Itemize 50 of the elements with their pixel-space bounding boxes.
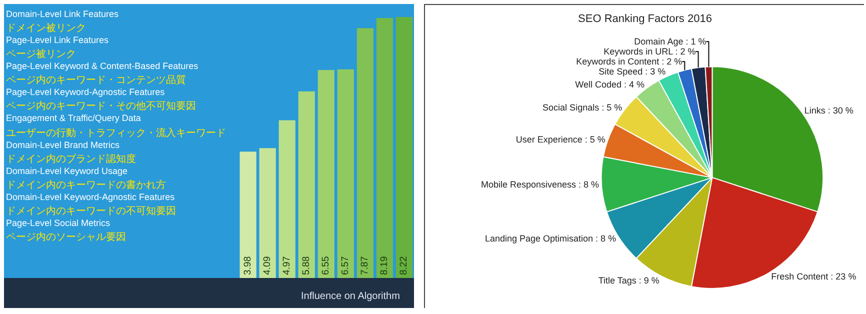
text: ページ内のソーシャル要因	[6, 231, 126, 243]
data-label: 6.55	[320, 256, 332, 275]
bar	[298, 91, 315, 278]
data-label: 6.57	[340, 256, 352, 275]
slice-label: Mobile Responsiveness : 8 %	[480, 180, 600, 190]
slice-label: Title Tags : 9 %	[598, 275, 660, 286]
chart-title: SEO Ranking Factors 2016	[578, 12, 712, 25]
text: Engagement & Traffic/Query Data	[6, 113, 141, 123]
text: Domain-Level Brand Metrics	[6, 140, 120, 150]
bar	[337, 69, 354, 278]
bar	[396, 17, 413, 278]
slice-label: User Experience : 5 %	[516, 134, 606, 144]
text: Page-Level Keyword & Content-Based Features	[6, 61, 199, 71]
data-label: 5.88	[301, 256, 312, 275]
slice-label: Keywords in Content : 2 %	[576, 56, 682, 67]
slice-label: Keywords in URL : 2 %	[604, 46, 696, 57]
slice-label: Social Signals : 5 %	[542, 102, 622, 113]
bar	[356, 28, 374, 278]
text: Domain-Level Link Features	[6, 9, 120, 19]
data-label: 8.22	[398, 256, 410, 275]
text: ページ内のキーワード・その他不可知要因	[6, 100, 196, 112]
bar	[318, 70, 334, 278]
bar	[376, 18, 394, 278]
text: Domain-Level Keyword Usage	[6, 166, 128, 176]
slice-label: Domain Age : 1 %	[634, 36, 706, 47]
bar	[240, 152, 256, 278]
text: ドメイン内のキーワードの書かれ方	[6, 179, 166, 191]
text: ページ被リンク	[6, 48, 76, 60]
text: ドメイン被リンク	[6, 22, 86, 34]
data-label: 4.97	[282, 256, 292, 275]
text: Page-Level Social Metrics	[6, 218, 111, 228]
slice-label: Links : 30 %	[804, 106, 854, 116]
text: ユーザーの行動・トラフィック・流入キーワード	[6, 127, 226, 139]
x-axis-title: Influence on Algorithm	[301, 291, 400, 302]
slice-label: Landing Page Optimisation : 8 %	[484, 233, 616, 244]
slice-label: Fresh Content : 23 %	[771, 272, 856, 282]
text: ページ内のキーワード・コンテンツ品質	[6, 74, 186, 86]
bar	[259, 148, 276, 278]
text: ドメイン内のブランド認知度	[6, 153, 136, 165]
bar	[278, 120, 296, 278]
text: Page-Level Link Features	[6, 35, 110, 45]
data-label: 4.09	[262, 256, 273, 275]
data-label: 7.87	[360, 256, 371, 275]
text: ドメイン内のキーワードの不可知要因	[6, 205, 176, 217]
data-label: 8.19	[379, 256, 390, 275]
text: Domain-Level Keyword-Agnostic Features	[6, 192, 176, 202]
slice-label: Well Coded : 4 %	[575, 80, 645, 90]
slice-label: Site Speed : 3 %	[598, 66, 666, 77]
data-label: 3.98	[242, 256, 254, 275]
text: Page-Level Keyword-Agnostic Features	[6, 87, 166, 97]
